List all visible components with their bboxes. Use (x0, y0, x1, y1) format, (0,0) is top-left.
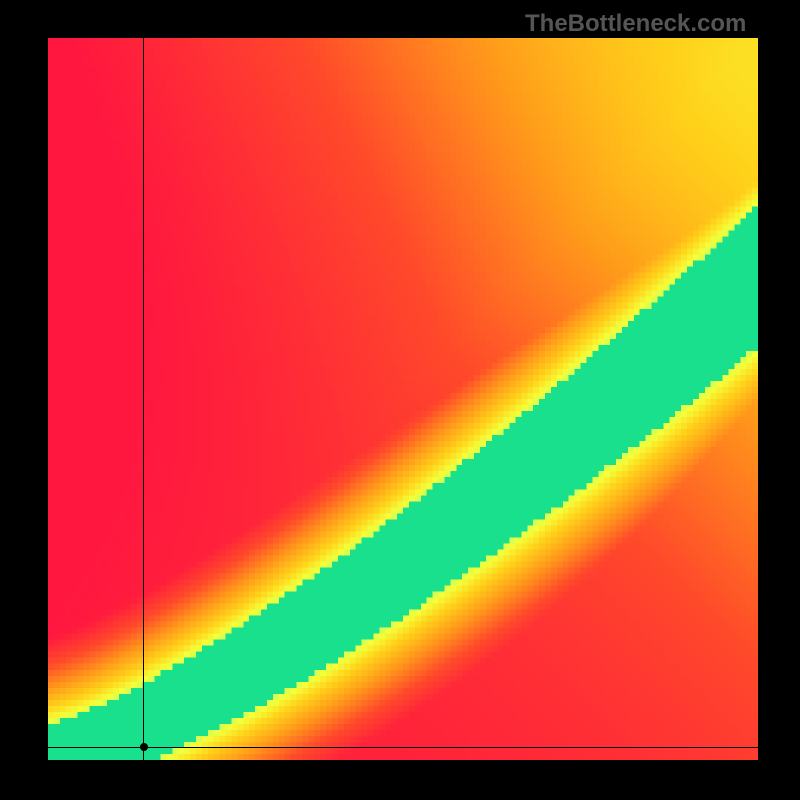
chart-container: TheBottleneck.com (0, 0, 800, 800)
crosshair-point (140, 743, 148, 751)
watermark-text: TheBottleneck.com (525, 10, 746, 38)
crosshair-vertical (143, 38, 144, 760)
heatmap-canvas (48, 38, 758, 760)
crosshair-horizontal (48, 747, 758, 748)
